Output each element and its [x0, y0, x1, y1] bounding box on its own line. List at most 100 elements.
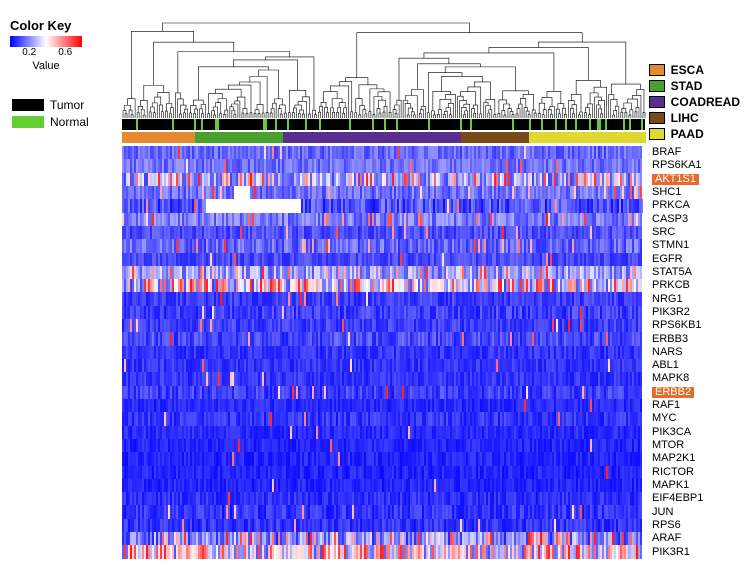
legend-item: COADREAD	[649, 95, 740, 109]
legend-swatch	[12, 99, 44, 111]
tumor-normal-cell	[514, 119, 528, 130]
tumor-normal-cell	[607, 119, 623, 130]
gene-label-text: PRKCB	[652, 280, 690, 291]
cancer-type-cell	[529, 132, 646, 143]
heatmap-row	[122, 346, 646, 359]
tumor-normal-cell	[138, 119, 172, 130]
gene-label: ERBB3	[649, 332, 703, 345]
column-dendrogram	[122, 18, 646, 118]
gene-label: PIK3CA	[649, 426, 703, 439]
gene-label: MAP2K1	[649, 452, 703, 465]
gene-label: MYC	[649, 412, 703, 425]
gene-label-text: MTOR	[652, 440, 684, 451]
gene-labels: BRAFRPS6KA1AKT1S1SHC1PRKCACASP3SRCSTMN1E…	[649, 146, 703, 559]
legend-swatch	[12, 116, 44, 128]
gene-label-text: BRAF	[652, 147, 681, 158]
tumor-normal-cell	[277, 119, 287, 130]
gene-label-text: CASP3	[652, 214, 688, 225]
gene-label-text: EGFR	[652, 254, 683, 265]
tumor-normal-cell	[122, 119, 136, 130]
color-key-ticks: 0.20.6	[10, 47, 82, 59]
heatmap-row	[122, 173, 646, 186]
gene-label: EGFR	[649, 253, 703, 266]
gene-label-text: ERBB3	[652, 334, 688, 345]
gene-label-text: EIF4EBP1	[652, 493, 703, 504]
gene-label-text: MYC	[652, 413, 676, 424]
tumor-normal-cell	[289, 119, 305, 130]
legend-label: Tumor	[50, 98, 84, 112]
dendrogram-path	[123, 23, 645, 118]
cancer-type-cell	[122, 132, 195, 143]
tumor-normal-cell	[631, 119, 641, 130]
cancer-type-cell	[283, 132, 460, 143]
legend-label: LIHC	[671, 111, 699, 125]
gene-label-text: RPS6	[652, 520, 681, 531]
color-key: Color Key 0.20.6 Value	[10, 18, 115, 72]
legend-label: COADREAD	[671, 95, 740, 109]
heatmap-row	[122, 292, 646, 305]
heatmap-row	[122, 146, 646, 159]
tumor-normal-legend: Tumor Normal	[12, 98, 89, 132]
gene-label: RAF1	[649, 399, 703, 412]
legend-label: ESCA	[671, 63, 704, 77]
gene-label: MTOR	[649, 439, 703, 452]
legend-label: PAAD	[671, 127, 704, 141]
tumor-normal-cell	[531, 119, 541, 130]
annotation-tracks	[122, 119, 646, 143]
heatmap-row	[122, 505, 646, 518]
gene-label-text: JUN	[652, 507, 673, 518]
gene-label-text: RPS6KB1	[652, 320, 702, 331]
gene-label-text: SHC1	[652, 187, 681, 198]
tumor-normal-cell	[374, 119, 384, 130]
tumor-normal-cell	[307, 119, 319, 130]
gene-label: RPS6KA1	[649, 159, 703, 172]
tumor-normal-cell	[577, 119, 589, 130]
gene-label-text: MAPK1	[652, 480, 689, 491]
figure-container: Color Key 0.20.6 Value Tumor Normal ESCA S…	[10, 18, 740, 566]
legend-swatch	[649, 64, 665, 76]
color-key-tick: 0.2	[22, 47, 36, 58]
gene-label: ABL1	[649, 359, 703, 372]
gene-label-text: NRG1	[652, 294, 683, 305]
legend-item: Tumor	[12, 98, 89, 112]
gene-label-text: STAT5A	[652, 267, 692, 278]
tumor-normal-cell	[567, 119, 575, 130]
tumor-normal-cell	[643, 119, 645, 130]
gene-label-text: STMN1	[652, 240, 689, 251]
heatmap-row	[122, 213, 646, 226]
gene-label: NARS	[649, 346, 703, 359]
legend-item: STAD	[649, 79, 740, 93]
legend-item: Normal	[12, 115, 89, 129]
gene-label: SHC1	[649, 186, 703, 199]
gene-label: JUN	[649, 505, 703, 518]
legend-swatch	[649, 96, 665, 108]
heatmap-row	[122, 426, 646, 439]
tumor-normal-cell	[174, 119, 194, 130]
tumor-normal-cell	[267, 119, 275, 130]
heatmap-row	[122, 332, 646, 345]
heatmap-row	[122, 466, 646, 479]
gene-label: AKT1S1	[649, 173, 703, 186]
gene-label-text: SRC	[652, 227, 675, 238]
color-key-title: Color Key	[10, 18, 115, 33]
cancer-type-track	[122, 132, 646, 143]
legend-item: ESCA	[649, 63, 740, 77]
heatmap-row	[122, 226, 646, 239]
gene-label: MAPK8	[649, 372, 703, 385]
heatmap-row	[122, 492, 646, 505]
tumor-normal-cell	[543, 119, 555, 130]
gene-label-text: ARAF	[652, 533, 681, 544]
heatmap-row	[122, 545, 646, 558]
gene-label-text: PIK3R1	[652, 547, 690, 558]
gene-label: EIF4EBP1	[649, 492, 703, 505]
heatmap-row	[122, 239, 646, 252]
heatmap-row	[122, 412, 646, 425]
legend-swatch	[649, 80, 665, 92]
gene-label: MAPK1	[649, 479, 703, 492]
heatmap-row	[122, 319, 646, 332]
gene-label: STAT5A	[649, 266, 703, 279]
heatmap-row	[122, 279, 646, 292]
heatmap-row	[122, 479, 646, 492]
gene-label-text: ABL1	[652, 360, 679, 371]
legend-label: Normal	[50, 115, 89, 129]
